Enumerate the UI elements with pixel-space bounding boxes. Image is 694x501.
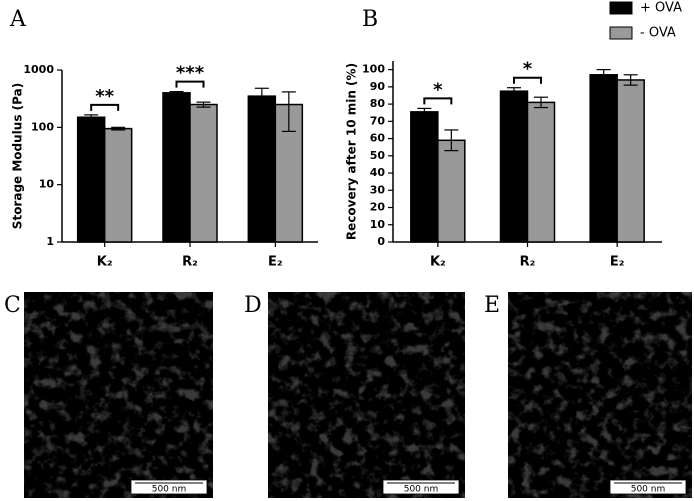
significance-label: * <box>523 59 533 80</box>
panel-label: A <box>9 7 27 32</box>
bar <box>589 74 618 243</box>
y-tick-label: 1 <box>46 235 54 248</box>
y-axis-label: Recovery after 10 min (%) <box>345 63 359 240</box>
x-tick-label: R₂ <box>182 255 198 270</box>
bar <box>103 127 133 243</box>
bar <box>499 90 529 243</box>
bar <box>76 116 106 243</box>
bar <box>410 111 439 243</box>
x-tick-label: E₂ <box>268 255 283 270</box>
legend-swatch <box>609 1 633 15</box>
legend-label: - OVA <box>640 26 676 41</box>
panel-label: E <box>484 293 500 318</box>
y-tick-label: 40 <box>370 166 386 179</box>
error-bar <box>507 87 521 96</box>
y-tick-label: 1000 <box>23 63 54 76</box>
legend-swatch <box>609 26 633 40</box>
error-bar <box>444 129 459 152</box>
sem-image <box>268 292 465 498</box>
scale-bar-label: 500 nm <box>152 485 187 495</box>
error-bar <box>111 126 126 131</box>
significance-label: *** <box>176 63 205 84</box>
panel-label: C <box>4 293 21 318</box>
significance-bracket <box>175 80 205 88</box>
y-tick-label: 30 <box>370 183 386 196</box>
x-tick-label: E₂ <box>610 255 625 270</box>
scale-bar-label: 500 nm <box>404 485 439 495</box>
bar <box>247 95 277 243</box>
y-tick-label: 100 <box>362 63 385 76</box>
error-bar <box>417 107 432 116</box>
significance-bracket <box>513 76 542 84</box>
legend-label: + OVA <box>640 1 682 16</box>
error-bar <box>84 114 99 121</box>
y-tick-label: 70 <box>370 114 386 127</box>
error-bar <box>281 91 296 132</box>
significance-label: * <box>433 79 443 100</box>
y-tick-label: 10 <box>39 178 55 191</box>
significance-bracket <box>423 97 453 105</box>
significance-label: ** <box>95 86 114 107</box>
x-tick-label: K₂ <box>430 255 446 270</box>
error-bar <box>196 101 211 108</box>
significance-bracket <box>90 103 120 111</box>
panel-label: B <box>362 7 378 32</box>
y-tick-label: 0 <box>377 235 385 248</box>
y-tick-label: 50 <box>370 149 386 162</box>
error-bar <box>623 74 638 86</box>
sem-image <box>508 292 692 498</box>
x-tick-label: K₂ <box>97 255 113 270</box>
bar <box>437 139 466 243</box>
bar <box>526 101 556 243</box>
x-tick-label: R₂ <box>520 255 536 270</box>
bar <box>616 79 645 243</box>
panel-label: D <box>244 293 262 318</box>
y-tick-label: 20 <box>370 201 386 214</box>
y-tick-label: 10 <box>370 218 386 231</box>
error-bar <box>169 91 184 95</box>
error-bar <box>596 69 611 81</box>
bar <box>162 92 191 243</box>
scale-bar-label: 500 nm <box>631 485 666 495</box>
y-tick-label: 90 <box>370 80 386 93</box>
error-bar <box>254 87 269 109</box>
y-tick-label: 60 <box>370 132 386 145</box>
y-tick-label: 100 <box>31 120 54 133</box>
y-axis-label: Storage Modulus (Pa) <box>11 83 25 229</box>
y-tick-label: 80 <box>370 97 386 110</box>
bar <box>189 103 218 243</box>
sem-image <box>24 292 213 498</box>
error-bar <box>534 96 548 109</box>
